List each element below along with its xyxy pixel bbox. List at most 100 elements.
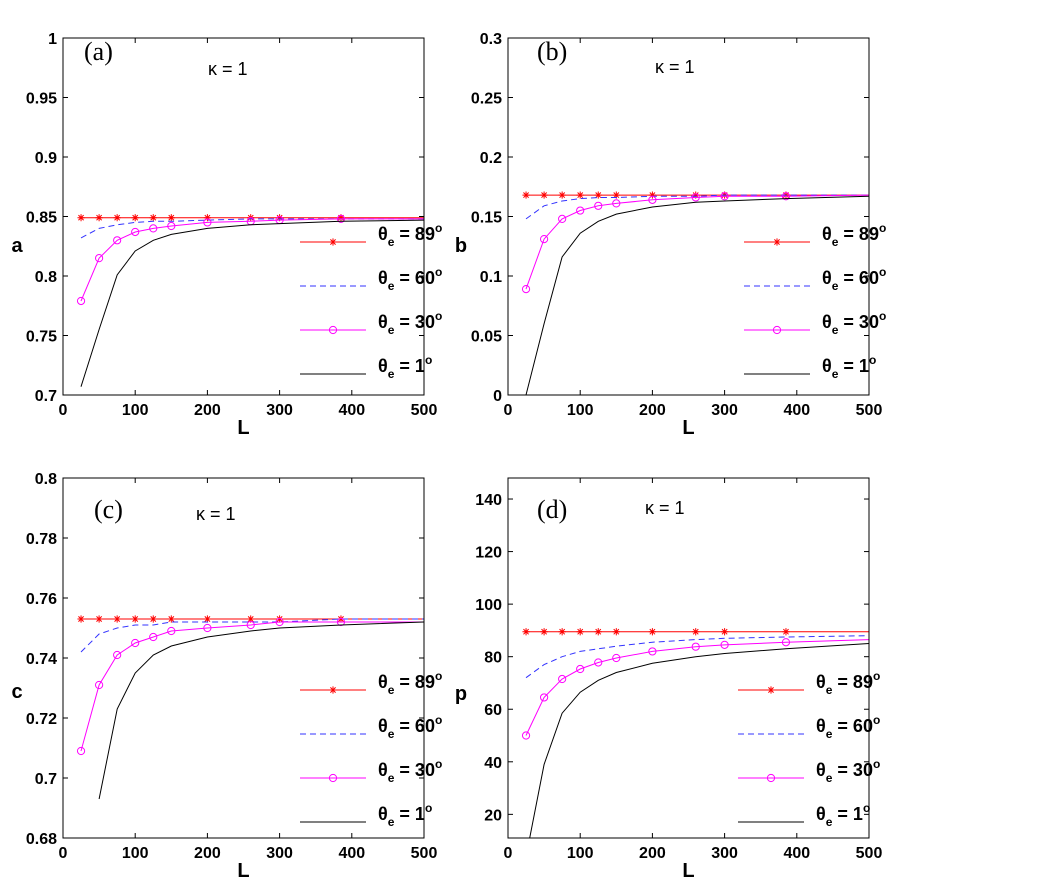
data-point-2-9 — [336, 214, 346, 223]
data-point-2-7 — [691, 642, 700, 651]
x-tick-label: 0 — [59, 845, 68, 862]
plot-area — [521, 628, 869, 838]
y-axis-label: b — [455, 235, 467, 257]
legend-marker — [328, 325, 338, 335]
data-point-2-6 — [648, 647, 657, 656]
legend-marker — [766, 773, 776, 783]
data-point-2-6 — [203, 218, 212, 227]
plot-area — [76, 214, 424, 387]
data-point-2-5 — [612, 199, 621, 208]
data-point-0-6 — [648, 191, 656, 199]
legend-entry: θe = 30o — [378, 757, 442, 785]
series-line-3 — [529, 643, 869, 838]
x-tick-label: 0 — [504, 402, 513, 419]
y-tick-label: 0.15 — [471, 210, 502, 227]
y-tick-label: 0.05 — [471, 329, 502, 346]
data-point-2-2 — [558, 674, 567, 684]
panel-d: 0 100 200 300 400 500 20 40 60 80 100 120 140 Lp (d) κ … — [455, 477, 883, 882]
data-point-0-1 — [540, 628, 548, 636]
data-point-0-1 — [95, 214, 103, 222]
x-tick-label: 400 — [783, 402, 810, 419]
data-point-2-9 — [336, 617, 346, 627]
data-point-0-4 — [149, 615, 157, 623]
legend-marker — [773, 238, 781, 246]
x-tick-label: 300 — [711, 845, 738, 862]
data-point-0-2 — [558, 191, 566, 199]
y-tick-label: 0.8 — [35, 269, 57, 286]
data-point-0-7 — [692, 191, 700, 199]
y-tick-label: 0.8 — [35, 471, 57, 488]
data-point-0-3 — [576, 628, 584, 636]
legend-entry: θe = 60o — [816, 713, 880, 741]
plot-area — [76, 615, 424, 800]
axes-box — [62, 477, 425, 839]
x-tick-label: 200 — [194, 402, 221, 419]
series-line-2 — [525, 639, 869, 736]
legend-entry: θe = 1o — [816, 801, 870, 829]
x-tick-label: 0 — [504, 845, 513, 862]
legend-entry: θe = 60o — [378, 265, 442, 293]
data-point-0-4 — [149, 214, 157, 222]
x-tick-label: 200 — [639, 845, 666, 862]
data-point-2-4 — [594, 201, 603, 210]
data-point-0-3 — [131, 615, 139, 623]
data-point-2-5 — [167, 221, 176, 231]
data-point-2-7 — [691, 193, 700, 202]
plot-area — [521, 191, 869, 395]
data-point-2-4 — [594, 658, 603, 667]
series-line-3 — [98, 621, 424, 800]
x-tick-label: 100 — [122, 402, 149, 419]
legend-marker — [772, 325, 782, 335]
axes-box — [507, 37, 870, 396]
legend: θe = 89o θe = 60o θe = 30o θe = 1o — [744, 221, 886, 381]
data-point-2-8 — [720, 640, 729, 649]
series-line-1 — [80, 218, 424, 239]
data-point-0-2 — [113, 615, 121, 623]
x-tick-label: 300 — [711, 402, 738, 419]
y-tick-label: 0.9 — [35, 150, 57, 167]
y-tick-label: 40 — [484, 755, 502, 772]
legend-marker — [329, 686, 337, 694]
panel-label: (d) — [537, 495, 567, 524]
x-tick-label: 100 — [567, 845, 594, 862]
data-point-2-2 — [113, 236, 122, 245]
data-point-0-1 — [95, 615, 103, 623]
y-axis-label: a — [11, 235, 23, 257]
data-point-0-7 — [692, 628, 700, 636]
data-point-2-3 — [576, 664, 585, 674]
x-tick-label: 0 — [59, 402, 68, 419]
data-point-0-0 — [522, 628, 530, 636]
data-point-2-3 — [131, 227, 140, 237]
y-tick-label: 0.76 — [26, 591, 57, 608]
y-tick-label: 20 — [484, 807, 502, 824]
legend-entry: θe = 1o — [378, 801, 432, 829]
x-tick-label: 100 — [567, 402, 594, 419]
legend: θe = 89o θe = 60o θe = 30o θe = 1o — [738, 669, 880, 829]
data-point-0-1 — [540, 191, 548, 199]
data-point-2-6 — [648, 195, 657, 204]
data-point-0-2 — [558, 628, 566, 636]
y-tick-label: 0.75 — [26, 329, 57, 346]
data-point-2-1 — [540, 693, 549, 702]
y-tick-label: 0.72 — [26, 711, 57, 728]
x-tick-label: 500 — [411, 845, 438, 862]
data-point-0-8 — [276, 214, 284, 222]
panel-b: 0 100 200 300 400 500 0 0.05 0.1 0.15 0.2 0.25 0.3 Lb… — [455, 31, 886, 439]
data-point-0-8 — [721, 628, 729, 636]
y-tick-label: 0.3 — [480, 31, 502, 48]
data-point-0-0 — [77, 214, 85, 222]
x-tick-label: 500 — [856, 845, 883, 862]
x-axis-label: L — [237, 417, 249, 439]
panel-label: (a) — [84, 37, 113, 66]
y-tick-label: 0 — [493, 388, 502, 405]
x-tick-label: 200 — [639, 402, 666, 419]
data-point-2-5 — [612, 653, 621, 663]
data-point-0-9 — [337, 615, 345, 623]
series-line-2 — [80, 621, 424, 752]
data-point-2-3 — [576, 206, 585, 215]
y-axis-label: p — [455, 683, 467, 705]
data-point-2-3 — [131, 638, 140, 648]
legend: θe = 89o θe = 60o θe = 30o θe = 1o — [300, 669, 442, 829]
data-point-2-4 — [149, 224, 158, 233]
